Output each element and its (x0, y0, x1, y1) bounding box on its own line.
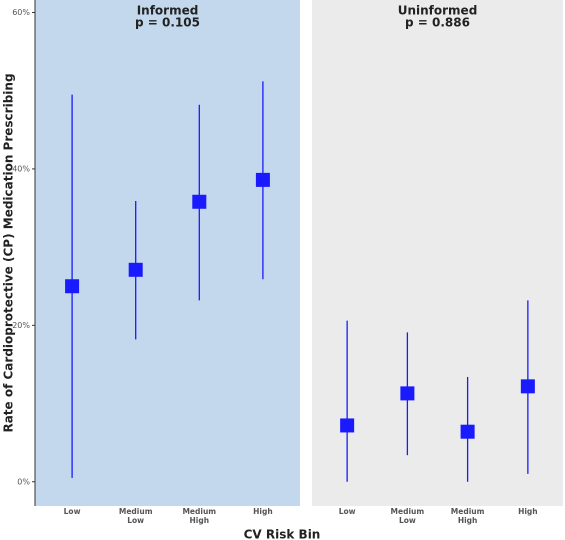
panel-background (35, 0, 300, 506)
y-tick-label: 20% (12, 321, 30, 330)
point (255, 172, 270, 187)
panel-title: Uninformed (398, 4, 478, 18)
point (128, 262, 143, 277)
panel-title: Informed (137, 4, 199, 18)
point (340, 418, 355, 433)
y-axis-label: Rate of Cardioprotective (CP) Medication… (2, 73, 16, 432)
panel-subtitle: p = 0.886 (405, 16, 470, 30)
x-tick-label: High (253, 507, 273, 516)
x-tick-label: High (518, 507, 538, 516)
x-tick-label: Medium High (182, 507, 216, 525)
point (65, 279, 80, 294)
y-tick-label: 60% (12, 8, 30, 17)
y-tick-label: 40% (12, 164, 30, 173)
x-tick-label: Medium Low (391, 507, 425, 525)
panel-subtitle: p = 0.105 (135, 16, 200, 30)
x-tick-label: Low (339, 507, 356, 516)
point (520, 379, 535, 394)
x-axis-label: CV Risk Bin (244, 528, 321, 540)
point (192, 194, 207, 209)
y-tick-label: 0% (17, 477, 30, 486)
x-tick-label: Medium High (451, 507, 485, 525)
x-tick-label: Medium Low (119, 507, 153, 525)
point (460, 424, 475, 439)
x-tick-label: Low (64, 507, 81, 516)
point (400, 386, 415, 401)
